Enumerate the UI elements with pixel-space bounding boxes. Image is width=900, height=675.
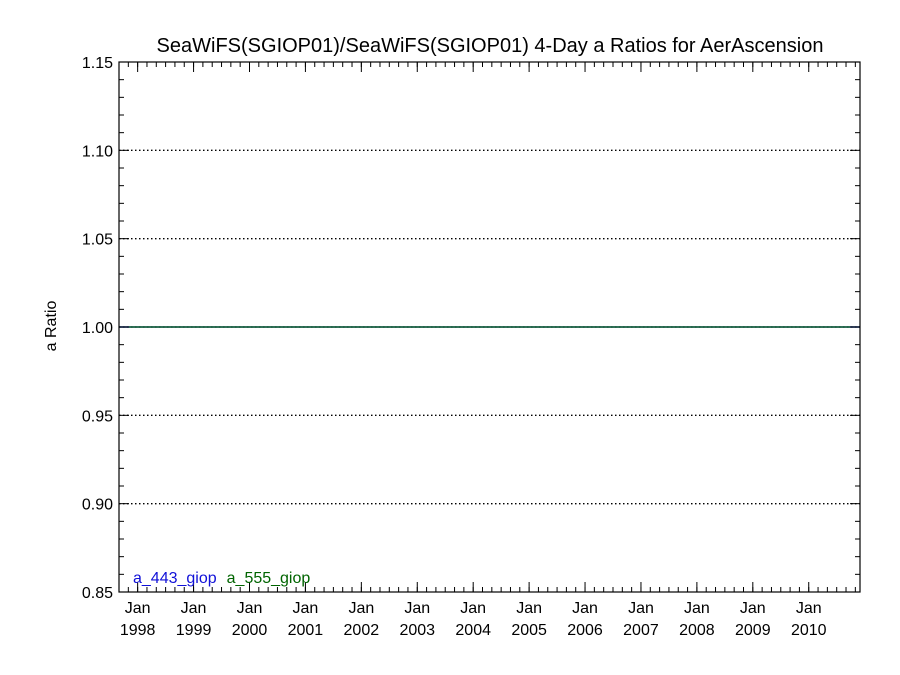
- legend-item-a_443_giop: a_443_giop: [133, 570, 217, 587]
- x-tick-label-month: Jan: [796, 600, 822, 617]
- x-tick-label-year: 1998: [120, 622, 156, 639]
- x-tick-label-year: 2009: [735, 622, 771, 639]
- y-tick-label: 0.95: [82, 408, 113, 425]
- x-tick-label-year: 2004: [455, 622, 491, 639]
- x-tick-label-year: 2008: [679, 622, 715, 639]
- y-tick-label: 1.05: [82, 232, 113, 249]
- x-tick-label-year: 2002: [344, 622, 380, 639]
- x-tick-label-year: 2001: [288, 622, 324, 639]
- x-tick-label-month: Jan: [293, 600, 319, 617]
- y-tick-label: 1.00: [82, 320, 113, 337]
- plot-frame: [118, 61, 861, 593]
- x-tick-label-year: 2007: [623, 622, 659, 639]
- y-tick-labels: 0.85 0.90 0.95 1.00 1.05 1.10 1.15: [82, 55, 113, 602]
- y-axis-label: a Ratio: [43, 301, 60, 352]
- x-tick-label-month: Jan: [237, 600, 263, 617]
- legend-item-a_555_giop: a_555_giop: [227, 570, 311, 587]
- x-tick-label-month: Jan: [125, 600, 151, 617]
- x-tick-label-month: Jan: [740, 600, 766, 617]
- x-tick-label-year: 2005: [511, 622, 547, 639]
- x-tick-label-year: 1999: [176, 622, 212, 639]
- chart-title: SeaWiFS(SGIOP01)/SeaWiFS(SGIOP01) 4-Day …: [157, 35, 824, 57]
- x-tick-label-month: Jan: [684, 600, 710, 617]
- x-tick-labels: Jan 1998 Jan 1999 Jan 2000 Jan 2001 Jan 2002 Jan 20…: [120, 600, 827, 639]
- y-tick-label: 1.15: [82, 55, 113, 72]
- x-tick-label-month: Jan: [628, 600, 654, 617]
- x-tick-label-year: 2000: [232, 622, 268, 639]
- x-tick-label-year: 2010: [791, 622, 827, 639]
- x-tick-label-month: Jan: [404, 600, 430, 617]
- y-tick-label: 0.85: [82, 585, 113, 602]
- legend: a_443_giop a_555_giop: [133, 570, 310, 587]
- x-tick-label-month: Jan: [348, 600, 374, 617]
- y-tick-label: 1.10: [82, 143, 113, 160]
- x-tick-label-month: Jan: [460, 600, 486, 617]
- x-tick-label-month: Jan: [572, 600, 598, 617]
- x-tick-label-year: 2006: [567, 622, 603, 639]
- x-tick-label-month: Jan: [181, 600, 207, 617]
- axis-ticks: [118, 61, 860, 593]
- x-tick-label-month: Jan: [516, 600, 542, 617]
- x-tick-label-year: 2003: [399, 622, 435, 639]
- y-tick-label: 0.90: [82, 497, 113, 514]
